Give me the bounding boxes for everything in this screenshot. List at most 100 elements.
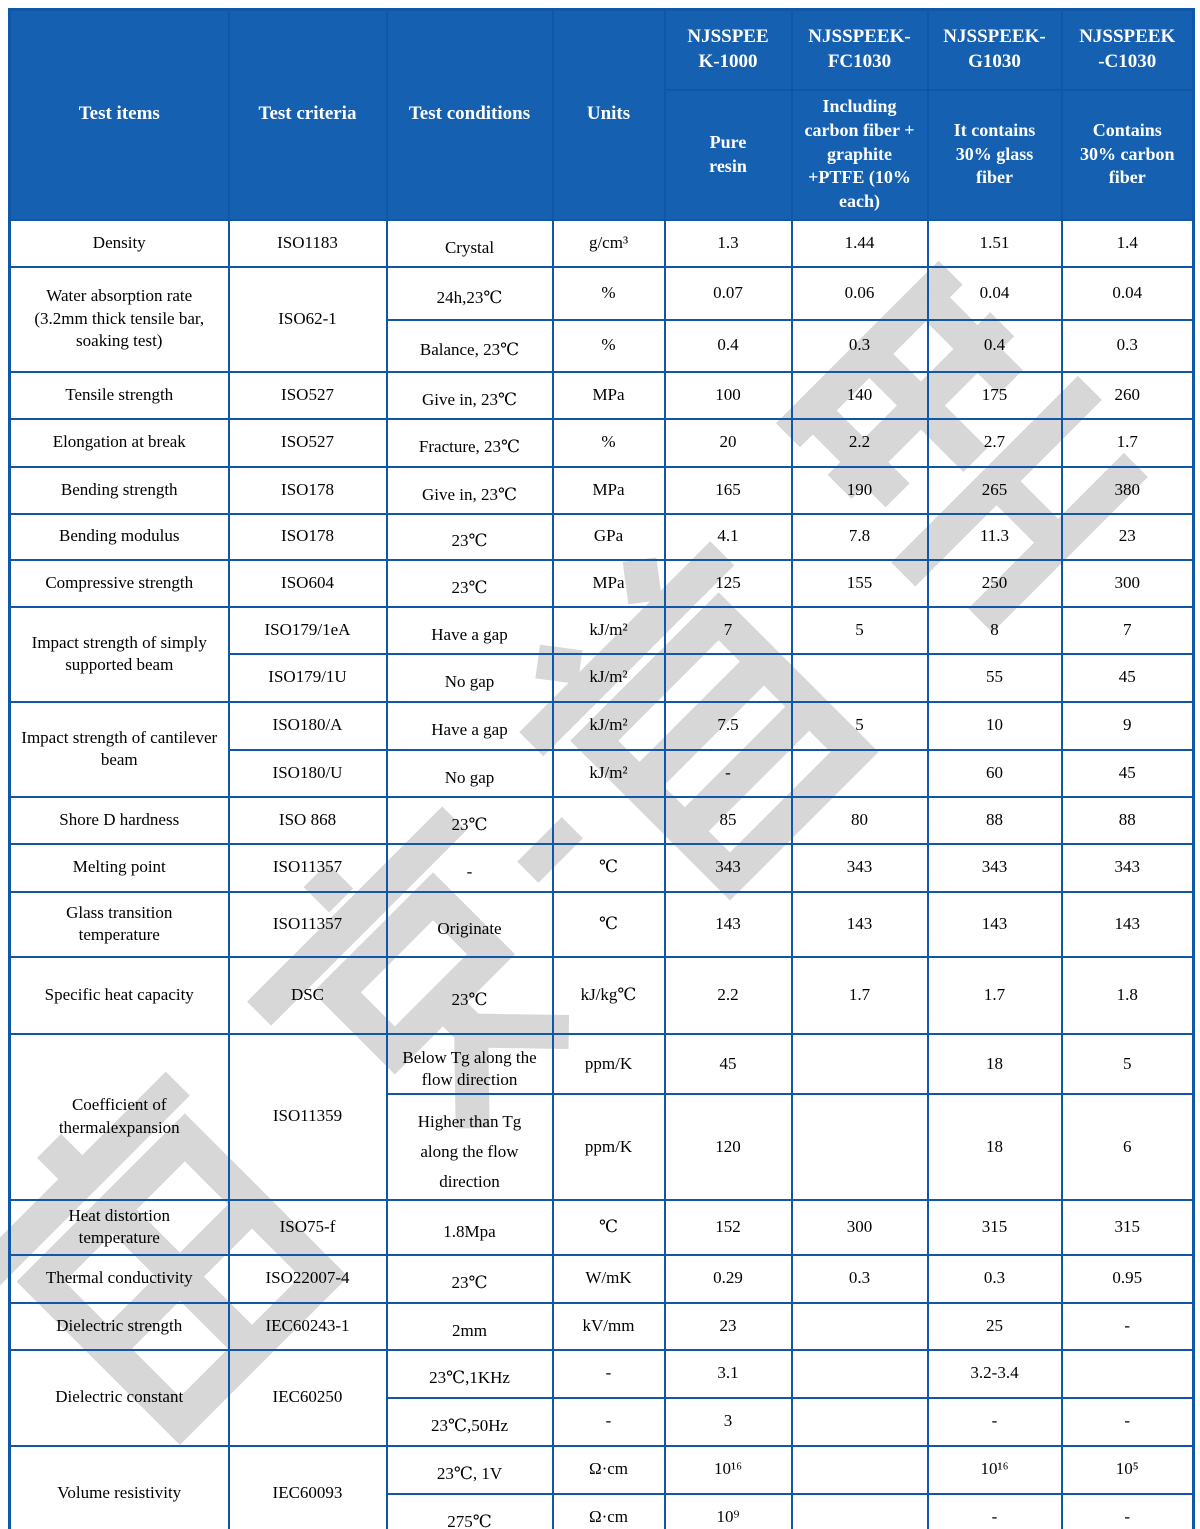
cell-value-k1000: 85 xyxy=(663,795,793,845)
cell-unit: ppm/K xyxy=(551,1032,666,1096)
cell-test-criteria: ISO178 xyxy=(227,512,388,561)
cell-unit: MPa xyxy=(551,465,666,515)
header-desc-k1000: Pure resin xyxy=(663,88,793,221)
cell-value-g1030: 18 xyxy=(926,1032,1063,1096)
cell-value-c1030: 0.3 xyxy=(1060,318,1195,373)
cell-test-condition: Originate xyxy=(385,890,554,958)
cell-value-k1000: 2.2 xyxy=(663,955,793,1035)
cell-value-c1030: 380 xyxy=(1060,465,1195,515)
table-row: Heat distortion temperature ISO75-f 1.8M… xyxy=(8,1198,1195,1256)
table-row: Glass transition temperature ISO11357 Or… xyxy=(8,890,1195,958)
cell-value-fc1030 xyxy=(790,1301,929,1351)
cell-value-k1000: 3 xyxy=(663,1396,793,1447)
cell-value-c1030: 6 xyxy=(1060,1093,1195,1201)
cell-value-fc1030 xyxy=(790,1396,929,1447)
table-row: 275℃ Ω·cm 10⁹ - - xyxy=(10,1492,1195,1529)
table-row: Bending modulus ISO178 23℃ GPa 4.1 7.8 1… xyxy=(8,512,1195,561)
cell-test-condition: - xyxy=(385,842,554,893)
cell-test-criteria: ISO180/A xyxy=(227,700,388,751)
cell-test-condition: Fracture, 23℃ xyxy=(385,417,554,468)
cell-unit: kJ/kg℃ xyxy=(551,955,666,1035)
cell-value-c1030 xyxy=(1060,1348,1195,1399)
table-row: Impact strength of simply supported beam… xyxy=(8,605,1195,703)
cell-value-g1030: 55 xyxy=(926,652,1063,703)
cell-test-item: Density xyxy=(8,218,230,268)
cell-test-item: Bending modulus xyxy=(8,512,230,561)
cell-test-item: Coefficient of thermalexpansion xyxy=(8,1032,230,1201)
cell-value-c1030: 45 xyxy=(1060,748,1195,798)
cell-unit: ppm/K xyxy=(551,1093,666,1201)
cell-test-condition: 23℃ xyxy=(385,512,554,561)
header-row-descriptions: Pure resin Including carbon fiber + grap… xyxy=(10,88,1195,221)
table-row: Compressive strength ISO604 23℃ MPa 125 … xyxy=(8,558,1195,608)
table-row: Dielectric constant IEC60250 23℃,1KHz - … xyxy=(8,1348,1195,1447)
cell-test-item: Dielectric constant xyxy=(8,1348,230,1447)
table-row: Bending strength ISO178 Give in, 23℃ MPa… xyxy=(8,465,1195,515)
cell-test-criteria: ISO179/1eA xyxy=(227,605,388,655)
cell-value-fc1030 xyxy=(790,1348,929,1399)
cell-value-c1030: 9 xyxy=(1060,700,1195,751)
cell-unit: GPa xyxy=(551,512,666,561)
table-row: Water absorption rate (3.2mm thick tensi… xyxy=(8,265,1195,373)
cell-unit: kJ/m² xyxy=(551,652,666,703)
cell-unit: W/mK xyxy=(551,1253,666,1304)
cell-test-criteria: ISO1183 xyxy=(227,218,388,268)
cell-value-fc1030: 343 xyxy=(790,842,929,893)
cell-test-item: Thermal conductivity xyxy=(8,1253,230,1304)
cell-unit: - xyxy=(551,1396,666,1447)
cell-test-condition: No gap xyxy=(385,748,554,798)
cell-value-fc1030 xyxy=(790,1444,929,1495)
cell-value-c1030: 1.8 xyxy=(1060,955,1195,1035)
table-body: Density ISO1183 Crystal g/cm³ 1.3 1.44 1… xyxy=(8,218,1195,1529)
cell-test-item: Melting point xyxy=(8,842,230,893)
cell-value-g1030: 0.04 xyxy=(926,265,1063,321)
cell-value-c1030: 1.4 xyxy=(1060,218,1195,268)
cell-test-criteria: ISO604 xyxy=(227,558,388,608)
cell-test-item: Impact strength of simply supported beam xyxy=(8,605,230,703)
cell-value-fc1030: 0.3 xyxy=(790,318,929,373)
cell-test-criteria: IEC60243-1 xyxy=(227,1301,388,1351)
cell-value-k1000: 125 xyxy=(663,558,793,608)
cell-test-condition: 23℃ xyxy=(385,558,554,608)
cell-test-item: Specific heat capacity xyxy=(8,955,230,1035)
cell-value-g1030: 315 xyxy=(926,1198,1063,1256)
cell-test-criteria: IEC60093 xyxy=(227,1444,388,1529)
header-desc-c1030: Contains 30% carbon fiber xyxy=(1060,88,1195,221)
cell-value-fc1030: 5 xyxy=(790,700,929,751)
cell-value-g1030: 265 xyxy=(926,465,1063,515)
cell-value-g1030: 8 xyxy=(926,605,1063,655)
cell-test-item: Volume resistivity xyxy=(8,1444,230,1529)
cell-value-k1000: 0.07 xyxy=(663,265,793,321)
cell-test-condition: Have a gap xyxy=(385,605,554,655)
table-row: Higher than Tg along the flow direction … xyxy=(10,1093,1195,1201)
cell-value-fc1030 xyxy=(790,652,929,703)
cell-value-g1030: 2.7 xyxy=(926,417,1063,468)
cell-value-k1000: - xyxy=(663,748,793,798)
cell-value-k1000: 7 xyxy=(663,605,793,655)
cell-value-g1030: 3.2-3.4 xyxy=(926,1348,1063,1399)
cell-unit: ℃ xyxy=(551,890,666,958)
cell-value-k1000: 10¹⁶ xyxy=(663,1444,793,1495)
table-row: Melting point ISO11357 - ℃ 343 343 343 3… xyxy=(8,842,1195,893)
cell-test-criteria: ISO527 xyxy=(227,417,388,468)
cell-value-k1000: 10⁹ xyxy=(663,1492,793,1529)
cell-test-criteria: ISO527 xyxy=(227,370,388,420)
cell-value-c1030: 7 xyxy=(1060,605,1195,655)
header-test-criteria: Test criteria xyxy=(227,8,388,221)
cell-test-item: Compressive strength xyxy=(8,558,230,608)
header-test-items: Test items xyxy=(8,8,230,221)
header-desc-g1030: It contains 30% glass fiber xyxy=(926,88,1063,221)
cell-test-item: Impact strength of cantilever beam xyxy=(8,700,230,798)
cell-value-c1030: 45 xyxy=(1060,652,1195,703)
cell-test-criteria: ISO11359 xyxy=(227,1032,388,1201)
cell-value-fc1030: 2.2 xyxy=(790,417,929,468)
cell-value-c1030: - xyxy=(1060,1301,1195,1351)
cell-test-condition: 24h,23℃ xyxy=(385,265,554,321)
cell-test-item: Water absorption rate (3.2mm thick tensi… xyxy=(8,265,230,373)
table-row: 23℃,50Hz - 3 - - xyxy=(10,1396,1195,1447)
cell-unit: % xyxy=(551,265,666,321)
cell-test-item: Dielectric strength xyxy=(8,1301,230,1351)
cell-value-fc1030: 0.3 xyxy=(790,1253,929,1304)
table-row: Specific heat capacity DSC 23℃ kJ/kg℃ 2.… xyxy=(8,955,1195,1035)
